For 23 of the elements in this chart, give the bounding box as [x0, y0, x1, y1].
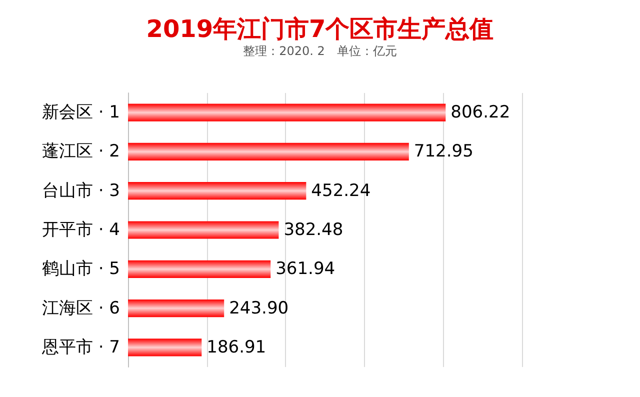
y-tick-label: 蓬江区 · 2 — [42, 142, 120, 162]
y-tick-label: 新会区 · 1 — [42, 102, 120, 123]
y-tick-label: 鹤山市 · 5 — [42, 259, 120, 280]
bar — [128, 221, 279, 239]
data-label: 243.90 — [229, 298, 289, 318]
data-label: 712.95 — [414, 142, 474, 162]
data-label: 452.24 — [311, 180, 371, 201]
data-label: 806.22 — [450, 102, 510, 123]
y-tick-label: 恩平市 · 7 — [40, 337, 120, 358]
bar — [128, 260, 271, 278]
chart-subtitle: 整理：2020. 2 单位：亿元 — [243, 44, 397, 58]
bar — [128, 104, 446, 122]
y-tick-label: 开平市 · 4 — [42, 220, 120, 240]
bar — [128, 338, 202, 356]
chart-title: 2019年江门市7个区市生产总值 — [146, 15, 494, 43]
y-tick-label: 台山市 · 3 — [42, 180, 120, 201]
data-label: 361.94 — [276, 259, 336, 280]
y-tick-label: 江海区 · 6 — [42, 298, 120, 318]
data-label: 382.48 — [284, 220, 344, 240]
bar — [128, 299, 224, 318]
bar — [128, 182, 306, 200]
bar — [128, 142, 409, 161]
data-label: 186.91 — [206, 337, 266, 358]
